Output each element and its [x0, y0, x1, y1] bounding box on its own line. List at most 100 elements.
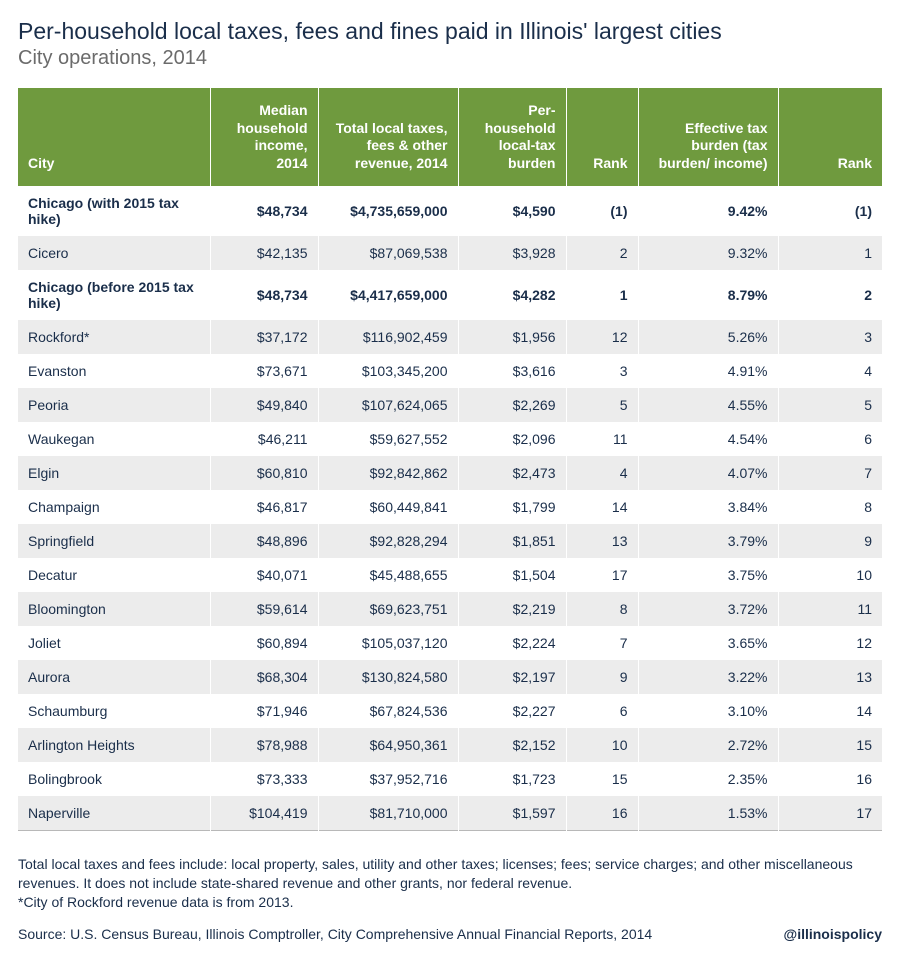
- chart-subtitle: City operations, 2014: [18, 47, 882, 70]
- value-cell: 4: [566, 456, 638, 490]
- table-row: Evanston$73,671$103,345,200$3,61634.91%4: [18, 354, 882, 388]
- column-header: Median household income, 2014: [210, 88, 318, 186]
- value-cell: 3.72%: [638, 592, 778, 626]
- value-cell: $60,894: [210, 626, 318, 660]
- value-cell: $104,419: [210, 796, 318, 831]
- column-header: Per-household local-tax burden: [458, 88, 566, 186]
- table-row: Arlington Heights$78,988$64,950,361$2,15…: [18, 728, 882, 762]
- value-cell: 8: [566, 592, 638, 626]
- value-cell: $46,817: [210, 490, 318, 524]
- value-cell: 5: [566, 388, 638, 422]
- source-row: Source: U.S. Census Bureau, Illinois Com…: [18, 926, 882, 942]
- value-cell: 3.65%: [638, 626, 778, 660]
- value-cell: 3.84%: [638, 490, 778, 524]
- city-cell: Cicero: [18, 236, 210, 270]
- value-cell: $46,211: [210, 422, 318, 456]
- value-cell: 5.26%: [638, 320, 778, 354]
- table-row: Bolingbrook$73,333$37,952,716$1,723152.3…: [18, 762, 882, 796]
- value-cell: $4,282: [458, 270, 566, 320]
- value-cell: 1: [778, 236, 882, 270]
- value-cell: $2,473: [458, 456, 566, 490]
- twitter-handle: @illinoispolicy: [784, 926, 882, 942]
- value-cell: $103,345,200: [318, 354, 458, 388]
- city-cell: Rockford*: [18, 320, 210, 354]
- table-row: Aurora$68,304$130,824,580$2,19793.22%13: [18, 660, 882, 694]
- table-row: Naperville$104,419$81,710,000$1,597161.5…: [18, 796, 882, 831]
- table-row: Chicago (before 2015 tax hike)$48,734$4,…: [18, 270, 882, 320]
- value-cell: 12: [566, 320, 638, 354]
- city-cell: Arlington Heights: [18, 728, 210, 762]
- value-cell: $87,069,538: [318, 236, 458, 270]
- value-cell: $68,304: [210, 660, 318, 694]
- value-cell: 7: [778, 456, 882, 490]
- value-cell: $4,590: [458, 186, 566, 236]
- value-cell: 6: [566, 694, 638, 728]
- column-header: City: [18, 88, 210, 186]
- value-cell: $60,810: [210, 456, 318, 490]
- value-cell: 14: [566, 490, 638, 524]
- table-row: Joliet$60,894$105,037,120$2,22473.65%12: [18, 626, 882, 660]
- value-cell: 4.54%: [638, 422, 778, 456]
- value-cell: 2.35%: [638, 762, 778, 796]
- city-cell: Schaumburg: [18, 694, 210, 728]
- value-cell: 4.55%: [638, 388, 778, 422]
- table-row: Elgin$60,810$92,842,862$2,47344.07%7: [18, 456, 882, 490]
- value-cell: 7: [566, 626, 638, 660]
- value-cell: 9: [778, 524, 882, 558]
- value-cell: 10: [778, 558, 882, 592]
- value-cell: $73,333: [210, 762, 318, 796]
- value-cell: $78,988: [210, 728, 318, 762]
- value-cell: $37,172: [210, 320, 318, 354]
- value-cell: $71,946: [210, 694, 318, 728]
- column-header: Effective tax burden (tax burden/ income…: [638, 88, 778, 186]
- value-cell: $73,671: [210, 354, 318, 388]
- source-text: Source: U.S. Census Bureau, Illinois Com…: [18, 926, 652, 942]
- value-cell: $48,734: [210, 186, 318, 236]
- value-cell: (1): [566, 186, 638, 236]
- value-cell: 4: [778, 354, 882, 388]
- table-row: Peoria$49,840$107,624,065$2,26954.55%5: [18, 388, 882, 422]
- city-cell: Waukegan: [18, 422, 210, 456]
- value-cell: 8.79%: [638, 270, 778, 320]
- value-cell: (1): [778, 186, 882, 236]
- value-cell: 12: [778, 626, 882, 660]
- value-cell: 16: [778, 762, 882, 796]
- value-cell: 3.75%: [638, 558, 778, 592]
- value-cell: $37,952,716: [318, 762, 458, 796]
- footnotes: Total local taxes and fees include: loca…: [18, 855, 882, 912]
- value-cell: 1: [566, 270, 638, 320]
- value-cell: $2,227: [458, 694, 566, 728]
- value-cell: 17: [778, 796, 882, 831]
- value-cell: $2,197: [458, 660, 566, 694]
- column-header: Rank: [566, 88, 638, 186]
- value-cell: $67,824,536: [318, 694, 458, 728]
- table-header-row: CityMedian household income, 2014Total l…: [18, 88, 882, 186]
- city-cell: Evanston: [18, 354, 210, 388]
- value-cell: 15: [778, 728, 882, 762]
- value-cell: 14: [778, 694, 882, 728]
- value-cell: 15: [566, 762, 638, 796]
- value-cell: $105,037,120: [318, 626, 458, 660]
- value-cell: 13: [778, 660, 882, 694]
- value-cell: 16: [566, 796, 638, 831]
- value-cell: $60,449,841: [318, 490, 458, 524]
- value-cell: $4,417,659,000: [318, 270, 458, 320]
- city-cell: Peoria: [18, 388, 210, 422]
- value-cell: $4,735,659,000: [318, 186, 458, 236]
- value-cell: 3.22%: [638, 660, 778, 694]
- value-cell: 2: [778, 270, 882, 320]
- value-cell: $130,824,580: [318, 660, 458, 694]
- value-cell: $3,616: [458, 354, 566, 388]
- table-row: Decatur$40,071$45,488,655$1,504173.75%10: [18, 558, 882, 592]
- value-cell: $48,734: [210, 270, 318, 320]
- city-cell: Naperville: [18, 796, 210, 831]
- value-cell: $42,135: [210, 236, 318, 270]
- table-row: Cicero$42,135$87,069,538$3,92829.32%1: [18, 236, 882, 270]
- value-cell: $92,842,862: [318, 456, 458, 490]
- city-cell: Champaign: [18, 490, 210, 524]
- table-row: Waukegan$46,211$59,627,552$2,096114.54%6: [18, 422, 882, 456]
- value-cell: 4.91%: [638, 354, 778, 388]
- footnote-rockford: *City of Rockford revenue data is from 2…: [18, 893, 882, 912]
- value-cell: $107,624,065: [318, 388, 458, 422]
- value-cell: 4.07%: [638, 456, 778, 490]
